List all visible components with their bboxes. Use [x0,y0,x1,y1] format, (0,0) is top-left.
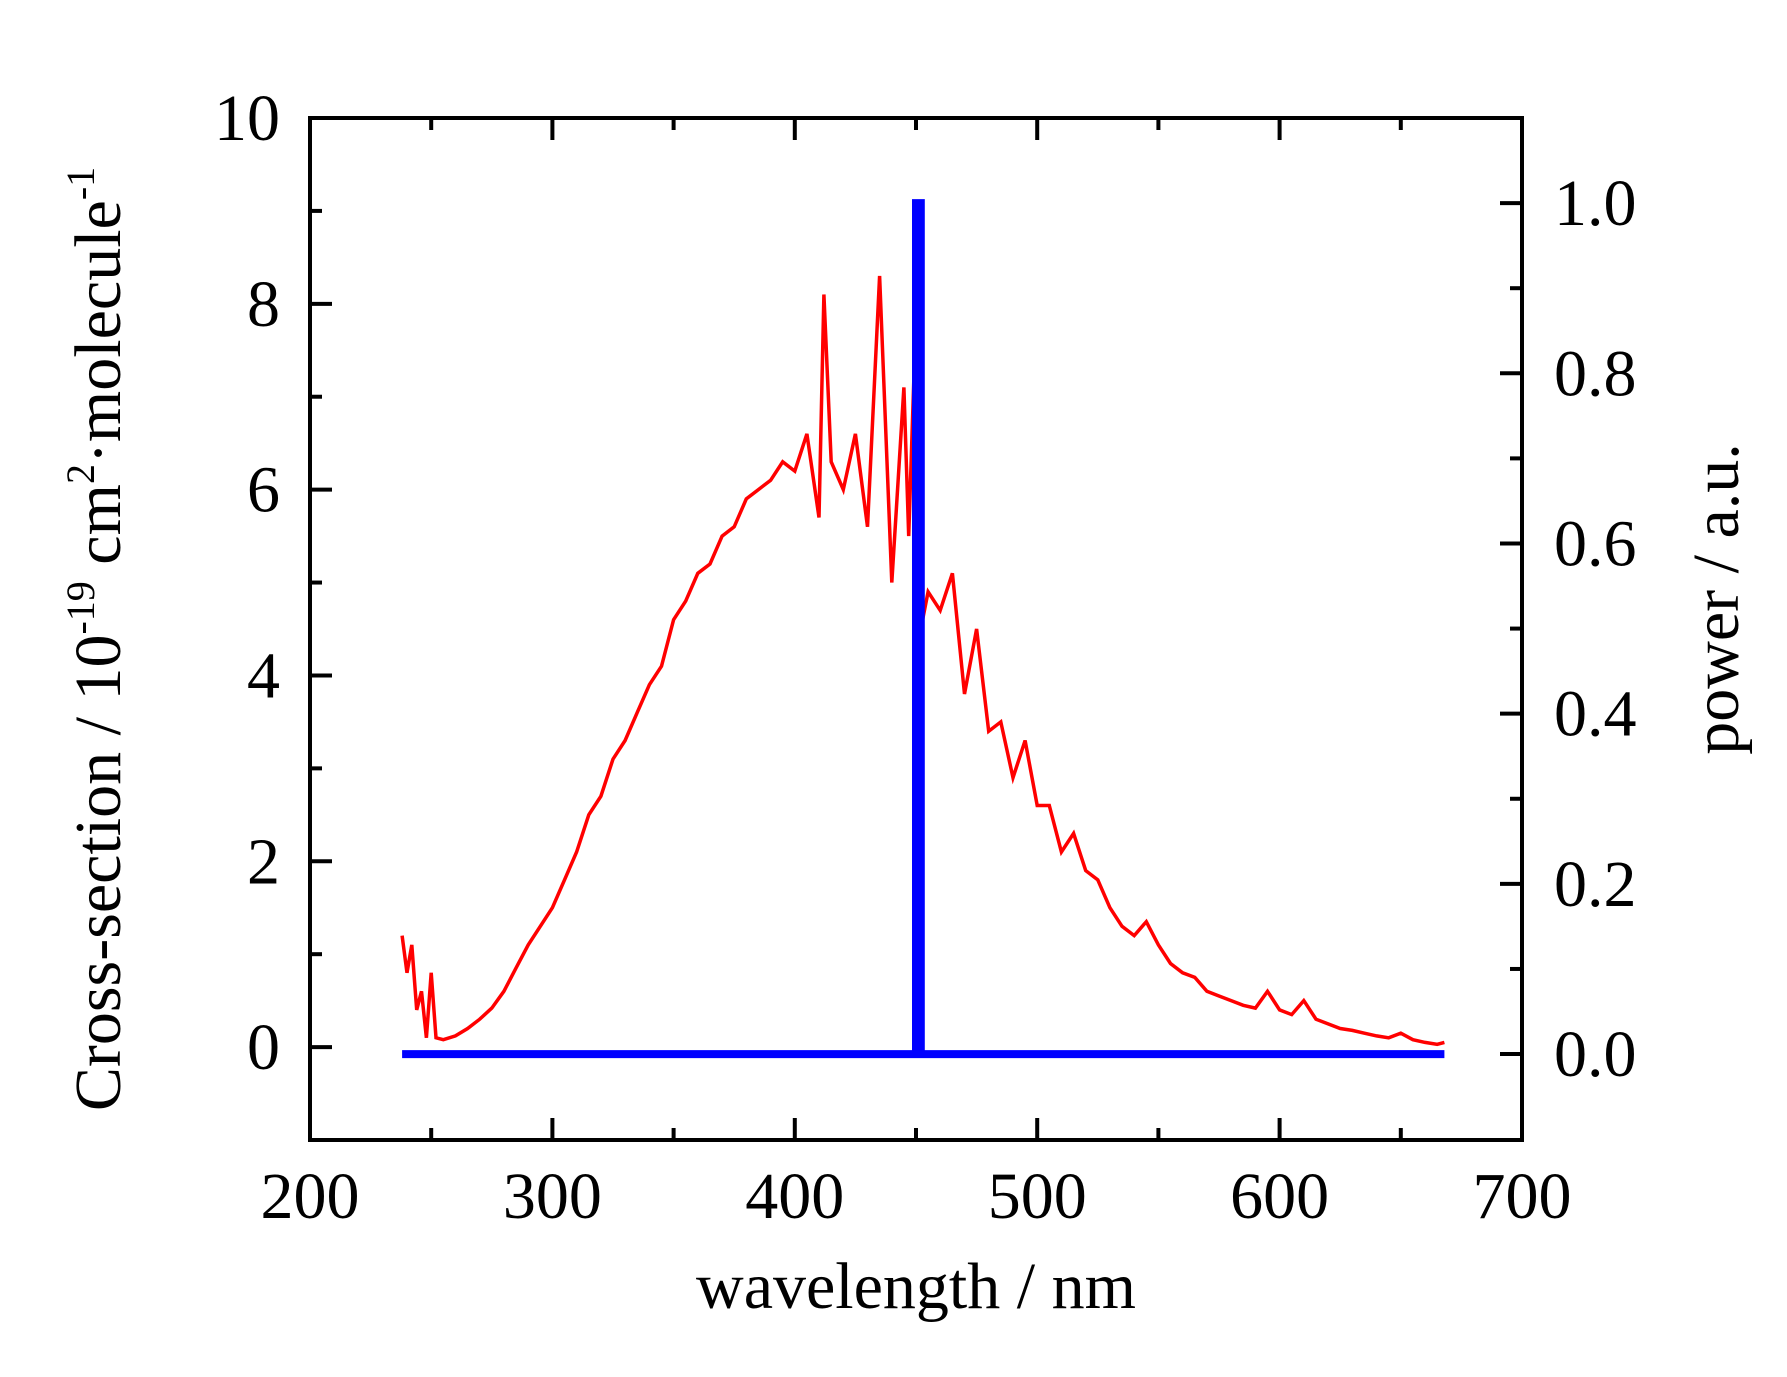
power-series-line [402,199,1445,1059]
y-tick-label: 2 [247,825,280,898]
x-tick-label: 500 [988,1160,1087,1233]
y-tick-label: 8 [247,268,280,341]
y2-tick-label: 0.4 [1554,678,1637,751]
y2-tick-label: 0.2 [1554,848,1637,921]
y2-tick-label: 1.0 [1554,167,1637,240]
y-tick-label: 10 [214,82,280,155]
y2-tick-label: 0.0 [1554,1018,1637,1091]
y-tick-label: 0 [247,1011,280,1084]
x-tick-label: 200 [261,1160,360,1233]
x-tick-label: 300 [503,1160,602,1233]
y-tick-label: 4 [247,639,280,712]
y2-axis-title: power / a.u. [1680,443,1753,755]
series-layer [400,199,1445,1059]
y-axis-title-mid: cm [62,484,135,581]
x-tick-label: 700 [1473,1160,1572,1233]
x-tick-label: 600 [1230,1160,1329,1233]
y-axis-title-mid2: ·molecule [62,200,135,464]
y-axis-title-exp2: 2 [58,464,103,484]
y-axis-title-prefix: Cross-section / 10 [62,635,135,1112]
y-tick-label: 6 [247,454,280,527]
y2-tick-label: 0.6 [1554,507,1637,580]
y2-axis-ticks: 0.0 0.2 0.4 0.6 0.8 1.0 [1500,116,1637,1091]
y2-tick-label: 0.8 [1554,337,1637,410]
y-axis-title: Cross-section / 10-19 cm2·molecule-1 [58,167,135,1111]
x-axis-title: wavelength / nm [696,1250,1136,1323]
cross-section-series-line [400,275,1445,1047]
x-tick-label: 400 [745,1160,844,1233]
plot-frame [308,116,1524,1142]
y-axis-ticks: 0 2 4 6 8 10 [214,82,332,1142]
y-axis-title-exp1: -19 [58,581,103,634]
x-axis-ticks: 200 300 400 500 600 700 [261,118,1572,1233]
y-axis-title-exp3: -1 [58,167,103,200]
